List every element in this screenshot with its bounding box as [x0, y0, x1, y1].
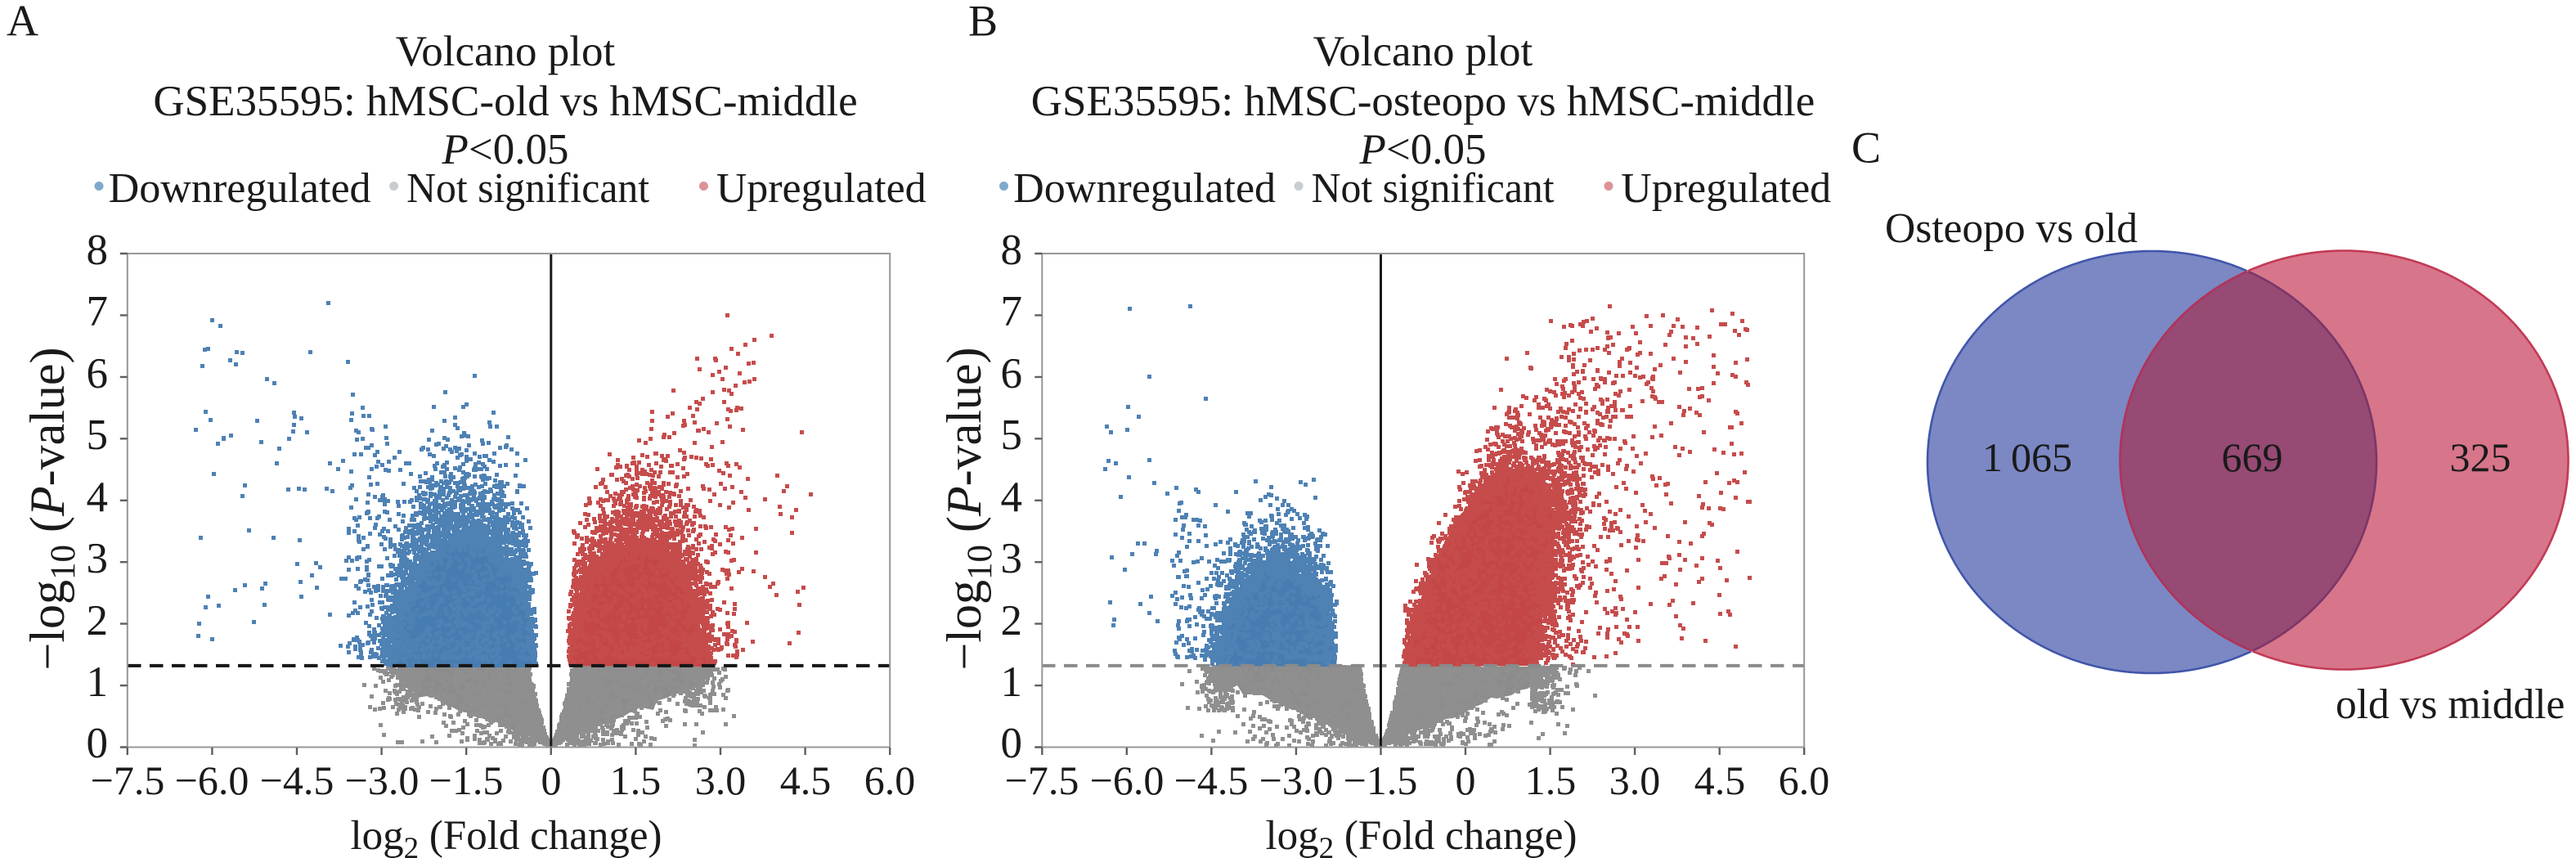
svg-text:−1.5: −1.5	[429, 757, 504, 803]
svg-text:0: 0	[87, 720, 109, 767]
svg-text:5: 5	[1001, 411, 1023, 459]
svg-text:4: 4	[87, 474, 109, 521]
svg-text:3.0: 3.0	[695, 757, 747, 803]
svg-text:6.0: 6.0	[1779, 757, 1830, 803]
svg-text:P<0.05: P<0.05	[1358, 126, 1486, 173]
svg-text:old vs middle: old vs middle	[2336, 681, 2565, 728]
svg-text:0: 0	[541, 757, 562, 803]
svg-text:log2 (Fold change): log2 (Fold change)	[1265, 813, 1577, 858]
svg-text:−log10 (P-value): −log10 (P-value)	[20, 347, 83, 670]
svg-text:6: 6	[1001, 350, 1023, 398]
svg-text:1.5: 1.5	[610, 757, 662, 803]
svg-text:−4.5: −4.5	[260, 757, 334, 803]
svg-text:log2 (Fold change): log2 (Fold change)	[350, 813, 662, 858]
svg-text:669: 669	[2222, 434, 2283, 480]
svg-text:2: 2	[87, 597, 109, 645]
svg-text:3: 3	[1001, 535, 1023, 582]
svg-text:GSE35595: hMSC-old vs hMSC-mid: GSE35595: hMSC-old vs hMSC-middle	[153, 78, 857, 125]
svg-text:1: 1	[87, 658, 109, 706]
svg-text:B: B	[968, 0, 998, 46]
svg-text:Volcano plot: Volcano plot	[396, 28, 616, 75]
svg-text:325: 325	[2450, 434, 2511, 480]
svg-text:8: 8	[87, 227, 109, 274]
svg-text:Upregulated: Upregulated	[1621, 165, 1831, 212]
svg-text:6: 6	[87, 350, 109, 398]
svg-text:Downregulated: Downregulated	[109, 165, 371, 212]
svg-text:−6.0: −6.0	[1090, 757, 1165, 803]
svg-text:4: 4	[1001, 474, 1023, 521]
svg-text:Not significant: Not significant	[1312, 165, 1555, 212]
svg-text:Upregulated: Upregulated	[716, 165, 927, 212]
svg-text:7: 7	[87, 288, 109, 335]
svg-text:6.0: 6.0	[864, 757, 916, 803]
svg-text:5: 5	[87, 411, 109, 459]
svg-text:−7.5: −7.5	[1005, 757, 1079, 803]
svg-text:−3.0: −3.0	[1259, 757, 1334, 803]
svg-text:2: 2	[1001, 597, 1023, 645]
svg-text:Volcano plot: Volcano plot	[1313, 28, 1533, 75]
svg-text:−4.5: −4.5	[1174, 757, 1249, 803]
svg-text:4.5: 4.5	[780, 757, 832, 803]
svg-text:0: 0	[1456, 757, 1476, 803]
svg-text:Osteopo vs old: Osteopo vs old	[1885, 205, 2138, 252]
svg-text:−1.5: −1.5	[1344, 757, 1418, 803]
svg-text:7: 7	[1001, 288, 1023, 335]
svg-text:−6.0: −6.0	[175, 757, 249, 803]
svg-text:−3.0: −3.0	[345, 757, 420, 803]
svg-text:3.0: 3.0	[1609, 757, 1661, 803]
svg-text:8: 8	[1001, 227, 1023, 274]
svg-text:P<0.05: P<0.05	[441, 126, 568, 173]
svg-text:A: A	[7, 0, 38, 46]
svg-text:1.5: 1.5	[1525, 757, 1577, 803]
svg-text:Not significant: Not significant	[406, 165, 650, 212]
svg-text:Downregulated: Downregulated	[1013, 165, 1276, 212]
svg-text:4.5: 4.5	[1694, 757, 1746, 803]
svg-text:GSE35595: hMSC-osteopo vs hMSC: GSE35595: hMSC-osteopo vs hMSC-middle	[1031, 78, 1815, 125]
svg-text:3: 3	[87, 535, 109, 582]
svg-text:1: 1	[1001, 658, 1023, 706]
svg-text:−7.5: −7.5	[91, 757, 165, 803]
svg-text:−log10 (P-value): −log10 (P-value)	[937, 347, 999, 670]
svg-text:1 065: 1 065	[1982, 434, 2072, 480]
svg-text:0: 0	[1001, 720, 1023, 767]
svg-text:C: C	[1851, 124, 1881, 173]
